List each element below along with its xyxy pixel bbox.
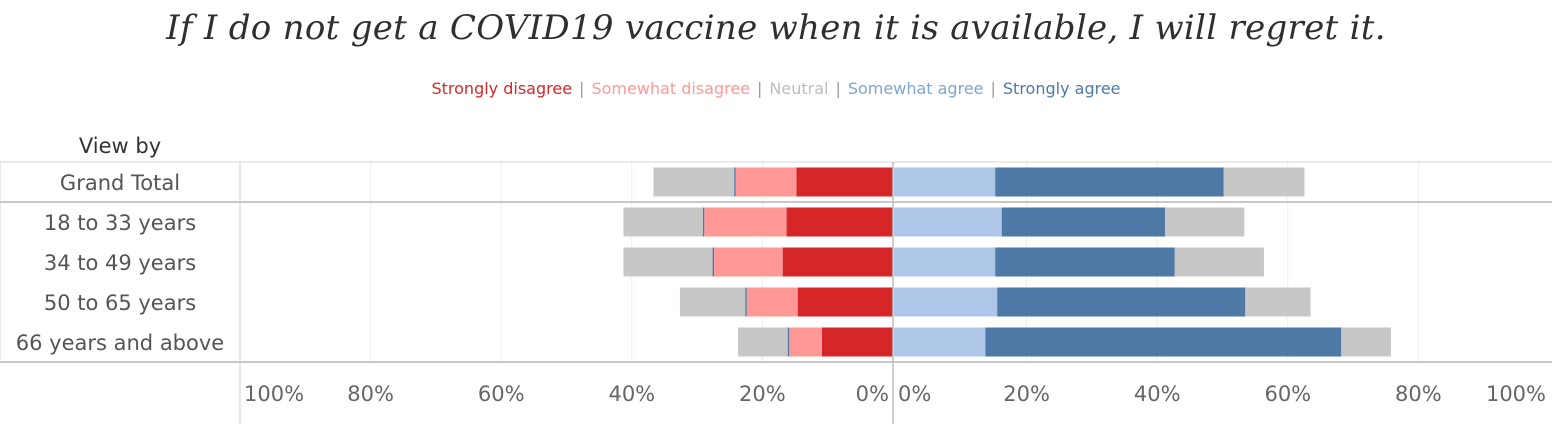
bar-neutral [738, 327, 788, 357]
bar-strongly-disagree [821, 327, 893, 357]
bar-neutral [679, 287, 746, 317]
bar-somewhat-agree [894, 287, 998, 317]
bar-somewhat-disagree [735, 167, 797, 197]
bar-sliver [702, 207, 705, 237]
legend-separator: | [579, 79, 585, 98]
bar-neutral [1341, 327, 1391, 357]
category-label: Grand Total [60, 171, 180, 195]
bar-strongly-disagree [786, 207, 893, 237]
right-axis-tick: 80% [1395, 382, 1442, 406]
bar-strongly-agree [1001, 207, 1165, 237]
bar-strongly-agree [997, 287, 1246, 317]
right-axis-tick: 100% [1486, 382, 1546, 406]
bar-sliver [787, 327, 790, 357]
bar-strongly-agree [995, 167, 1224, 197]
bar-somewhat-agree [894, 327, 986, 357]
legend-item: Strongly agree [1002, 79, 1121, 98]
left-axis-tick: 0% [856, 382, 889, 406]
bar-somewhat-agree [894, 247, 996, 277]
legend: Strongly disagree | Somewhat disagree | Neut… [0, 79, 1552, 98]
legend-item: Strongly disagree [431, 79, 573, 98]
left-axis-tick: 80% [347, 382, 394, 406]
legend-separator: | [990, 79, 996, 98]
bar-neutral [1245, 287, 1311, 317]
right-axis-tick: 60% [1264, 382, 1311, 406]
bar-somewhat-agree [894, 207, 1002, 237]
left-axis-tick: 60% [478, 382, 525, 406]
legend-separator: | [757, 79, 763, 98]
bar-neutral [623, 207, 703, 237]
bar-strongly-agree [995, 247, 1175, 277]
bar-sliver [734, 167, 736, 197]
row-header: View by [79, 134, 161, 158]
bar-neutral [623, 247, 713, 277]
legend-item: Somewhat agree [847, 79, 984, 98]
bar-somewhat-disagree [714, 247, 783, 277]
left-axis-tick: 40% [608, 382, 655, 406]
bar-sliver [712, 247, 715, 277]
bar-strongly-disagree [797, 287, 893, 317]
right-axis-tick: 20% [1003, 382, 1050, 406]
legend-separator: | [835, 79, 841, 98]
chart-title: If I do not get a COVID19 vaccine when i… [166, 8, 1386, 48]
bar-neutral [1174, 247, 1264, 277]
left-axis-tick: 100% [244, 382, 304, 406]
bar-neutral [1223, 167, 1305, 197]
bar-somewhat-disagree [704, 207, 787, 237]
right-axis-tick: 40% [1134, 382, 1181, 406]
bar-somewhat-disagree [746, 287, 798, 317]
legend-item: Somewhat disagree [591, 79, 751, 98]
category-label: 18 to 33 years [44, 211, 196, 235]
bar-neutral [653, 167, 735, 197]
bar-strongly-disagree [796, 167, 893, 197]
right-axis-tick: 0% [898, 382, 931, 406]
category-label: 34 to 49 years [44, 251, 196, 275]
bar-somewhat-agree [894, 167, 996, 197]
bar-sliver [745, 287, 747, 317]
bar-somewhat-disagree [789, 327, 822, 357]
legend-item: Neutral [769, 79, 829, 98]
category-label: 50 to 65 years [44, 291, 196, 315]
bar-strongly-agree [985, 327, 1342, 357]
bar-strongly-disagree [782, 247, 893, 277]
category-label: 66 years and above [16, 331, 224, 355]
bar-neutral [1164, 207, 1245, 237]
left-axis-tick: 20% [739, 382, 786, 406]
